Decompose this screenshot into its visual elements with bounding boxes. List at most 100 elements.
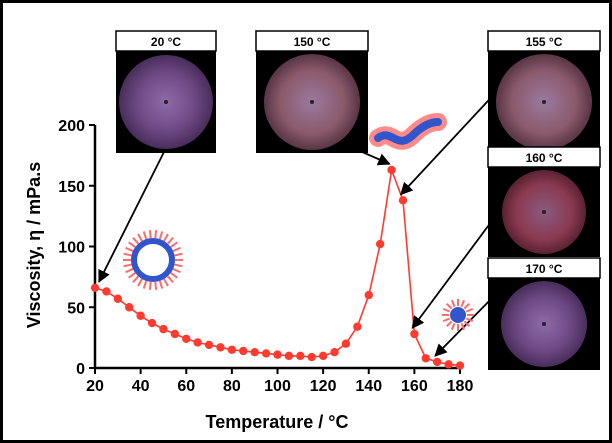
vesicle-tail — [123, 263, 132, 268]
annotation-arrow — [400, 87, 501, 196]
micrograph-panel: 170 °C — [487, 257, 601, 370]
vesicle-tail — [158, 280, 164, 289]
vesicle-tail — [125, 246, 134, 252]
vesicle-tail — [142, 231, 148, 240]
vesicle-tail — [166, 237, 174, 245]
micelle-tail — [460, 322, 466, 331]
vesicle-tail — [163, 233, 169, 242]
worm-micelle-icon — [369, 113, 447, 150]
x-tick-label: 120 — [310, 378, 337, 395]
vesicle-tail — [132, 275, 140, 283]
data-point — [193, 338, 202, 347]
data-point — [159, 324, 168, 334]
data-point — [387, 165, 396, 175]
data-point — [227, 345, 237, 354]
annotation-arrow — [98, 139, 171, 283]
data-point — [239, 346, 248, 356]
data-point — [170, 329, 180, 339]
x-tick-label: 100 — [264, 378, 291, 395]
micrograph-label: 155 °C — [526, 35, 563, 49]
micrograph-panels: 20 °C 150 °C 155 °C 160 °C 170 °C — [115, 30, 601, 370]
vesicle-tail — [148, 281, 152, 290]
vesicle-tail — [172, 246, 181, 252]
micelle-tail — [445, 320, 453, 328]
micrograph-panel: 155 °C — [487, 30, 601, 153]
micrograph-label: 20 °C — [151, 35, 181, 49]
vesicle-tail — [166, 275, 174, 283]
x-tick-label: 40 — [132, 378, 150, 395]
vesicle-tail — [123, 252, 132, 257]
ticks: 20 40 60 80 100 120 140 160 180 0 50 100 150 200 — [58, 118, 473, 395]
vesicle-tail — [170, 272, 178, 279]
vesicle-tail — [128, 272, 136, 279]
data-point — [421, 354, 430, 363]
micrograph-center — [542, 210, 546, 214]
data-point — [113, 294, 123, 303]
vesicle-icon — [123, 230, 183, 290]
annotation-arrows — [98, 87, 501, 357]
vesicle-tail — [142, 280, 148, 289]
data-point — [398, 196, 408, 205]
data-point — [330, 348, 339, 357]
x-tick-label: 140 — [355, 378, 382, 395]
micelle-tail — [460, 299, 466, 308]
x-tick-label: 160 — [401, 378, 428, 395]
micrograph-label: 160 °C — [526, 151, 563, 165]
data-point — [261, 349, 271, 358]
data-point — [444, 360, 453, 369]
micrograph-panel: 160 °C — [487, 146, 601, 257]
data-point — [204, 340, 214, 350]
data-point — [375, 239, 385, 249]
micrograph-center — [164, 100, 168, 104]
micrograph-label: 170 °C — [526, 262, 563, 276]
data-point — [318, 351, 328, 361]
y-axis-title: Viscosity, η / mPa.s — [24, 162, 44, 328]
micelle-tail — [465, 317, 474, 323]
data-point — [90, 283, 100, 293]
y-tick-label: 0 — [76, 361, 85, 378]
vesicle-tail — [174, 252, 183, 257]
data-point — [136, 311, 145, 320]
data-point — [125, 303, 134, 312]
micelle-tail — [465, 307, 474, 313]
micrograph-panel: 20 °C — [115, 30, 217, 153]
data-point — [341, 339, 351, 348]
micrograph-center — [542, 322, 546, 326]
data-point — [455, 361, 465, 370]
micelle-tail — [445, 302, 453, 310]
vesicle-tail — [132, 237, 140, 245]
data-point — [353, 322, 362, 331]
x-tick-label: 60 — [177, 378, 195, 395]
micelle-tail — [463, 302, 471, 310]
x-axis-title: Temperature / °C — [206, 412, 349, 432]
y-tick-label: 200 — [58, 118, 85, 135]
y-tick-label: 150 — [58, 179, 85, 196]
data-point — [307, 352, 316, 362]
data-point — [216, 343, 225, 352]
micelle-tail — [450, 322, 456, 331]
vesicle-tail — [137, 278, 143, 287]
spherical-micelle-icon — [442, 299, 474, 331]
data-point — [410, 329, 419, 339]
vesicle-tail — [170, 241, 178, 248]
micrograph-label: 150 °C — [294, 35, 331, 49]
data-point — [273, 350, 282, 359]
vesicle-tail — [172, 268, 181, 274]
vesicle-tail — [137, 233, 143, 242]
vesicle-tail — [148, 230, 152, 239]
vesicle-tail — [128, 241, 136, 248]
annotation-arrow — [411, 209, 501, 329]
vesicle-tail — [125, 268, 134, 274]
x-tick-label: 180 — [447, 378, 474, 395]
series-points — [90, 165, 465, 370]
data-point — [182, 334, 191, 344]
y-tick-label: 100 — [58, 240, 85, 257]
micelle-tail — [442, 317, 451, 323]
micelle-tail — [463, 320, 471, 328]
data-point — [296, 351, 305, 361]
data-point — [364, 290, 373, 300]
x-tick-label: 20 — [86, 378, 104, 395]
micelle-tail — [450, 299, 456, 308]
vesicle-tail — [154, 281, 158, 290]
